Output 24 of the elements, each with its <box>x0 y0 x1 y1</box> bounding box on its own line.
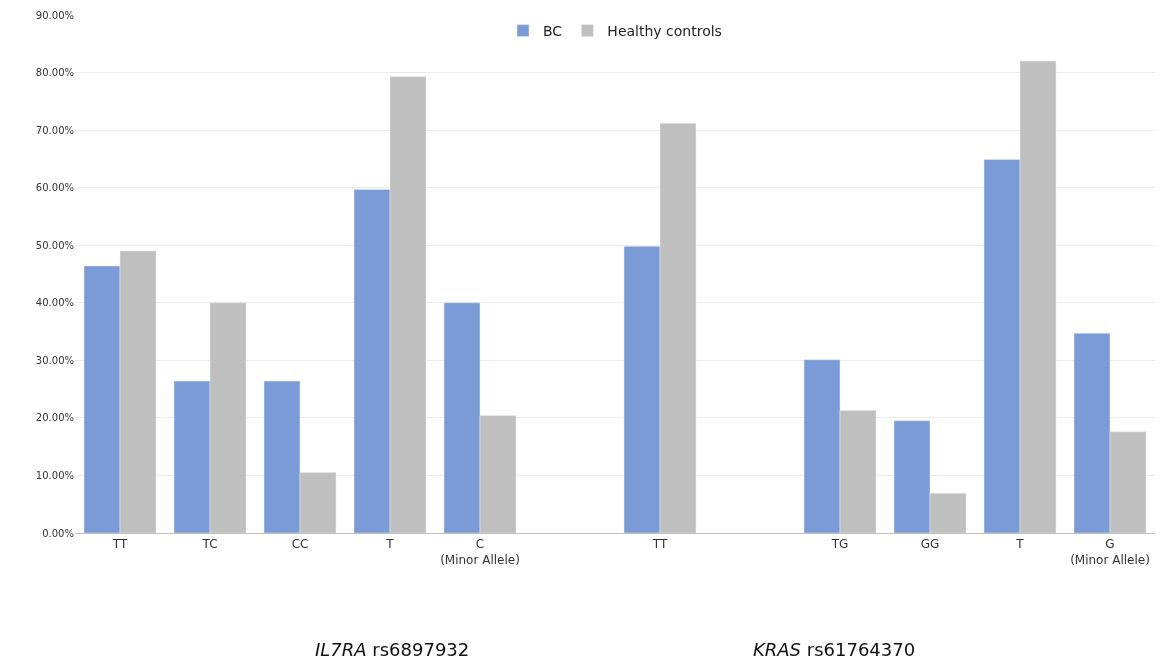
y-tick-label: 40.00% <box>35 297 74 309</box>
y-tick-label: 0.00% <box>42 527 74 539</box>
x-tick-label: TG <box>830 537 849 552</box>
x-tick-label: GG <box>920 537 940 552</box>
y-tick-label: 90.00% <box>35 9 74 21</box>
x-tick-label: TC <box>201 537 218 552</box>
x-tick-label: C (Minor Allele) <box>440 537 520 567</box>
y-tick-label: 10.00% <box>35 469 74 481</box>
x-tick-label: CC <box>291 537 309 552</box>
legend-label: BC <box>543 23 563 40</box>
x-tick-label: G (Minor Allele) <box>1070 537 1150 567</box>
y-tick-label: 30.00% <box>35 354 74 366</box>
x-tick-label: TT <box>651 537 668 552</box>
y-tick-label: 20.00% <box>35 412 74 424</box>
x-tick-label: TT <box>111 537 128 552</box>
x-tick-label: T <box>1015 537 1025 552</box>
text: IL7RA rs6897932 <box>315 639 470 660</box>
y-tick-label: 80.00% <box>35 67 74 79</box>
y-tick-label: 70.00% <box>35 124 74 136</box>
y-tick-label: 50.00% <box>35 239 74 251</box>
y-tick-label: 60.00% <box>35 182 74 194</box>
text: KRAS rs61764370 <box>753 639 916 660</box>
legend-label: Healthy controls <box>607 23 722 40</box>
x-tick-label: T <box>385 537 395 552</box>
